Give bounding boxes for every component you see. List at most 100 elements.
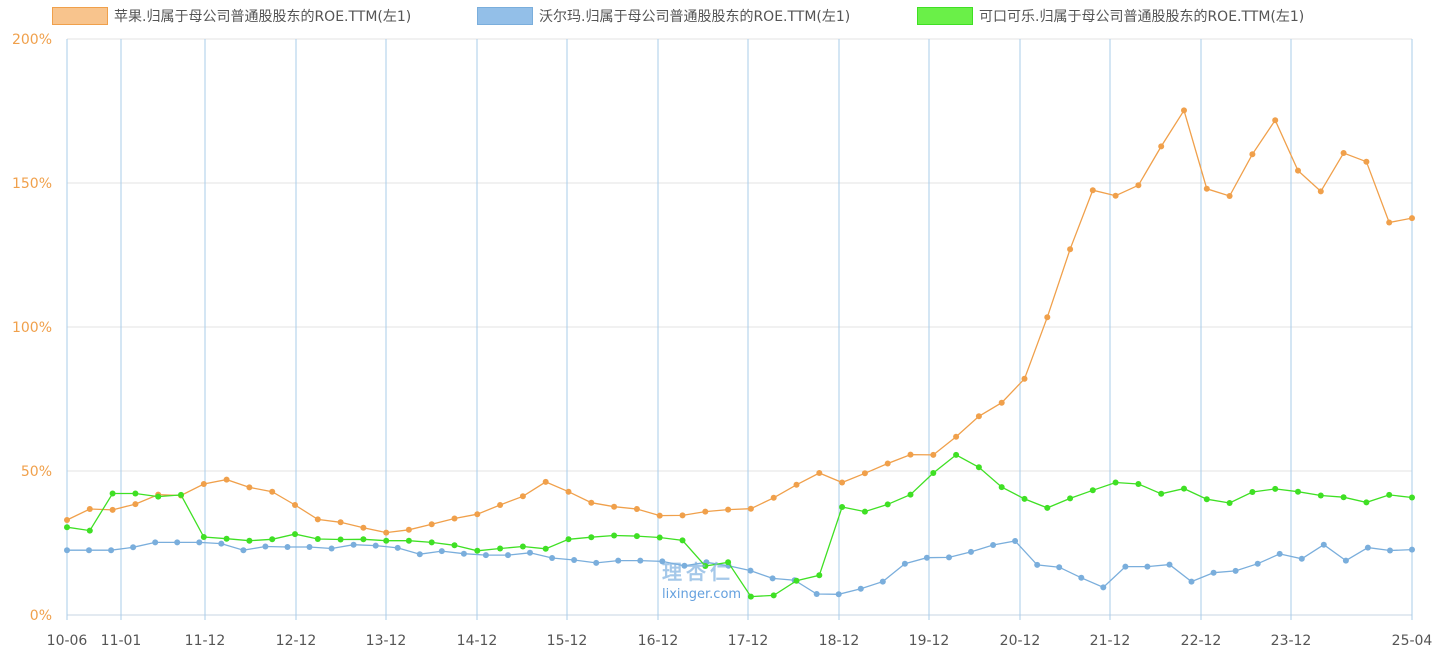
x-tick-label: 15-12 (547, 633, 588, 649)
data-point (1078, 574, 1085, 581)
data-point (747, 567, 754, 574)
x-tick-label: 21-12 (1090, 633, 1131, 649)
data-point (816, 470, 823, 476)
legend-label: 可口可乐.归属于母公司普通股股东的ROE.TTM(左1) (979, 9, 1305, 25)
data-point (968, 548, 974, 555)
series-line (66, 108, 1413, 534)
data-point (953, 433, 960, 440)
data-point (861, 508, 868, 515)
data-point (200, 481, 207, 487)
data-point (1363, 158, 1370, 165)
data-point (497, 545, 504, 552)
data-point (1295, 167, 1301, 174)
data-point (1203, 185, 1210, 192)
data-point (383, 537, 390, 544)
data-point (178, 491, 184, 498)
data-point (1272, 485, 1279, 492)
data-point (152, 539, 159, 546)
y-tick-label: 0% (30, 608, 52, 624)
data-point (930, 451, 937, 458)
data-point (200, 534, 207, 540)
x-tick-label: 11-01 (101, 633, 142, 649)
data-point (975, 464, 982, 471)
data-point (292, 502, 298, 508)
data-point (542, 478, 549, 485)
data-point (1386, 491, 1393, 498)
data-point (1232, 567, 1239, 574)
data-point (1021, 495, 1028, 502)
data-point (549, 555, 556, 561)
data-point (284, 544, 291, 550)
x-tick-label: 23-12 (1271, 633, 1312, 649)
data-point (372, 542, 379, 549)
data-point (1210, 569, 1217, 576)
data-point (292, 531, 298, 538)
legend-item[interactable]: 可口可乐.归属于母公司普通股股东的ROE.TTM(左1) (917, 7, 1304, 25)
data-point (1340, 494, 1347, 501)
data-point (679, 537, 686, 544)
data-point (416, 551, 423, 558)
data-point (659, 558, 666, 565)
data-point (637, 557, 644, 564)
data-point (770, 494, 777, 501)
legend-swatch (52, 7, 108, 25)
data-point (835, 591, 842, 598)
data-point (460, 550, 467, 557)
data-point (1158, 490, 1165, 497)
data-point (1044, 504, 1051, 511)
data-point (155, 493, 162, 500)
data-point (64, 547, 70, 554)
data-point (262, 543, 269, 550)
data-point (747, 593, 754, 600)
data-point (451, 515, 458, 522)
data-point (109, 490, 116, 497)
watermark: 理杏仁 lixinger.com (662, 556, 762, 606)
data-point (1226, 193, 1233, 199)
data-point (1021, 375, 1028, 382)
data-point (793, 577, 800, 584)
data-point (816, 572, 823, 579)
data-point (998, 399, 1005, 406)
data-point (1056, 564, 1063, 571)
data-point (615, 557, 622, 564)
data-point (1112, 192, 1119, 199)
data-point (907, 491, 914, 498)
data-point (975, 413, 982, 420)
legend-label: 苹果.归属于母公司普通股股东的ROE.TTM(左1) (114, 9, 412, 25)
data-point (1089, 187, 1096, 194)
data-point (86, 527, 93, 534)
data-point (482, 552, 489, 559)
data-point (1364, 544, 1371, 551)
data-point (656, 512, 663, 519)
data-point (1272, 117, 1279, 124)
data-point (1409, 215, 1415, 222)
data-point (428, 539, 435, 546)
data-point (702, 563, 709, 569)
data-point (1203, 496, 1210, 503)
data-point (218, 540, 225, 547)
data-point (223, 476, 230, 483)
data-point (314, 536, 321, 542)
data-point (519, 493, 526, 500)
legend-item[interactable]: 沃尔玛.归属于母公司普通股股东的ROE.TTM(左1) (477, 7, 850, 25)
data-point (1317, 492, 1324, 499)
data-point (64, 524, 70, 531)
data-point (571, 557, 578, 563)
data-point (223, 535, 230, 542)
data-point (314, 516, 321, 523)
data-point (565, 488, 572, 495)
legend-item[interactable]: 苹果.归属于母公司普通股股东的ROE.TTM(左1) (52, 7, 411, 25)
data-point (1340, 150, 1347, 156)
x-tick-label: 11-12 (185, 633, 226, 649)
data-point (884, 501, 891, 508)
data-point (593, 559, 600, 566)
legend-label: 沃尔玛.归属于母公司普通股股东的ROE.TTM(左1) (539, 9, 851, 25)
data-point (1409, 494, 1415, 501)
data-point (1144, 563, 1151, 570)
data-point (86, 506, 93, 512)
legend-swatch (917, 7, 973, 25)
data-point (1249, 489, 1256, 495)
data-point (394, 544, 401, 551)
data-point (383, 529, 390, 536)
